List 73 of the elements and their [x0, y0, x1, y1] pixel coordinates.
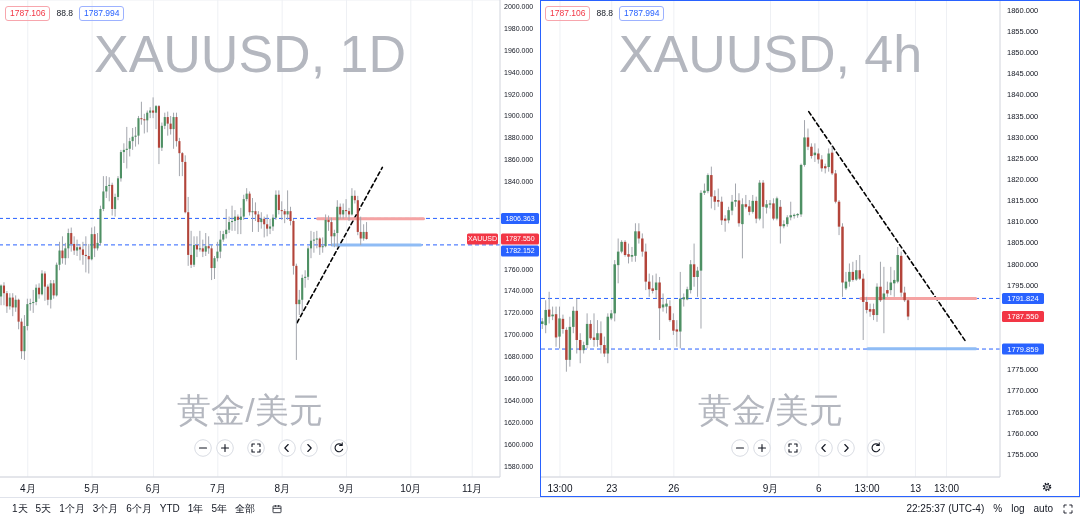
annotation: 1787.994 [79, 6, 125, 21]
candlestick [675, 319, 679, 348]
text: 黄金/美元 [697, 391, 844, 429]
candlestick [768, 199, 772, 209]
candlestick [70, 227, 73, 253]
candlestick [76, 239, 79, 257]
candlestick [43, 270, 46, 302]
candlestick [49, 279, 52, 310]
candlestick [848, 262, 851, 288]
text: 5年 [211, 501, 227, 516]
x-tick-label: 13:00 [933, 483, 960, 495]
candlestick [855, 259, 858, 282]
text: 6个月 [126, 501, 152, 516]
text: XAUUSD, 1D [93, 25, 407, 83]
x-tick-label: 11月 [462, 483, 483, 495]
candlestick [627, 243, 630, 264]
candlestick [744, 194, 748, 209]
candlestick [301, 274, 304, 314]
candlestick [741, 197, 744, 259]
text: 1年 [187, 501, 204, 516]
annotation: 88.8 [596, 8, 613, 19]
text: 黄金/美元 [177, 391, 323, 429]
candlestick [558, 306, 561, 349]
x-tick-label: 26 [668, 483, 680, 495]
candlestick [210, 244, 213, 281]
text: YTD [159, 503, 180, 514]
text: log [1011, 503, 1025, 514]
candlestick [125, 126, 128, 169]
candlestick [140, 101, 143, 126]
x-tick-label: 8月 [274, 483, 290, 495]
candlestick [350, 187, 353, 217]
candlestick [772, 197, 775, 221]
x-tick-label: 7月 [210, 483, 226, 495]
text: % [993, 503, 1003, 514]
candlestick [827, 147, 830, 173]
candlestick [312, 231, 315, 254]
annotation: 1787.106 [545, 6, 591, 21]
candlestick [61, 235, 64, 265]
annotation: 1787.106 [5, 6, 51, 21]
x-tick-label: 6月 [145, 483, 162, 495]
x-tick-label: 9月 [338, 483, 355, 495]
text: auto [1033, 503, 1053, 514]
candlestick [592, 312, 596, 348]
text: 1天 [12, 501, 28, 516]
text: 3个月 [92, 501, 119, 516]
candlestick [710, 166, 713, 209]
candlestick [266, 213, 269, 237]
x-tick-label: 6 [816, 483, 823, 495]
x-tick-label: 5月 [84, 483, 100, 495]
x-tick-label: 13:00 [547, 483, 573, 495]
candlestick [52, 279, 55, 300]
x-tick-label: 4月 [20, 483, 36, 495]
text: 1个月 [59, 501, 85, 516]
candlestick [108, 176, 111, 202]
annotation: 88.8 [56, 8, 73, 19]
candlestick [868, 303, 872, 318]
candlestick [269, 218, 272, 235]
text: XAUUSD, 4h [618, 25, 923, 83]
text: 22:25:37 (UTC-4) [906, 503, 985, 514]
x-tick-label: 13 [909, 483, 922, 495]
x-tick-label: 10月 [400, 483, 422, 495]
candlestick [251, 197, 254, 233]
annotation: 1787.994 [619, 6, 665, 21]
candlestick [198, 230, 201, 253]
candlestick [779, 199, 782, 245]
text: 全部 [234, 501, 255, 516]
x-tick-label: 13:00 [854, 483, 881, 495]
candlestick [345, 198, 348, 219]
candlestick [93, 225, 96, 258]
candlestick [84, 235, 87, 273]
text: 5天 [35, 501, 52, 516]
x-tick-label: 9月 [762, 483, 779, 495]
x-tick-label: 23 [606, 483, 618, 495]
